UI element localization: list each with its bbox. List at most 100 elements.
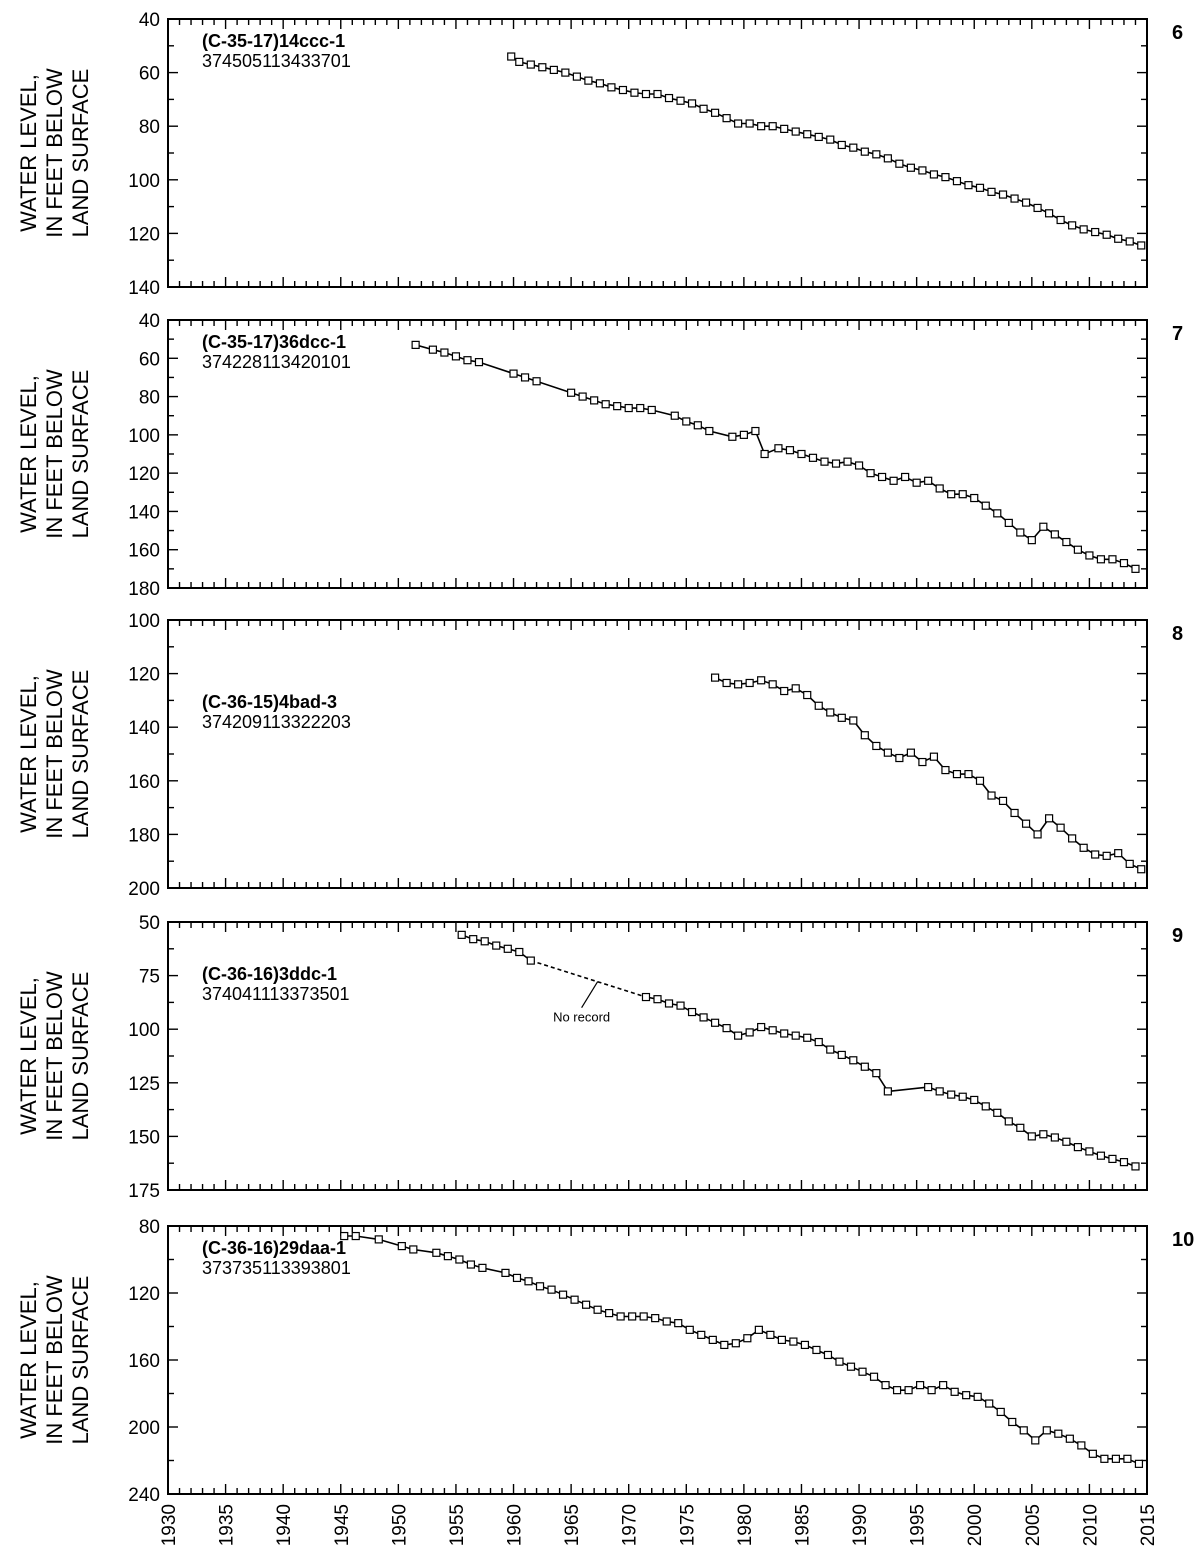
y-tick-label: 75 [139, 967, 160, 988]
data-point [766, 1330, 775, 1339]
y-tick-label: 120 [128, 224, 160, 245]
x-tick-label: 1970 [620, 1504, 641, 1546]
well-id: 374228113420101 [202, 352, 351, 372]
data-point [826, 708, 835, 717]
data-point [618, 85, 628, 95]
data-point [780, 124, 789, 133]
y-axis-label-line: IN FEET BELOW [42, 68, 67, 238]
plot-frame [167, 921, 1148, 1191]
data-point [616, 1312, 625, 1321]
data-point [820, 457, 829, 466]
data-point [1108, 1154, 1117, 1164]
data-point [734, 680, 743, 689]
panel-9: 50 75 100 125 150 175 WATER LEVEL, IN FEET BELO… [16, 913, 1183, 1202]
data-point [547, 1285, 556, 1294]
data-point [803, 1033, 812, 1042]
y-tick-label: 100 [128, 171, 160, 192]
data-point [975, 183, 985, 192]
data-point [699, 1013, 708, 1022]
data-point [1102, 230, 1111, 239]
data-point [895, 159, 904, 168]
data-point [409, 1245, 418, 1254]
data-point [699, 104, 708, 113]
data-point [823, 1350, 833, 1360]
data-point [590, 396, 599, 405]
well-name: (C-36-16)29daa-1 [202, 1238, 346, 1258]
x-tick-label: 1935 [217, 1504, 238, 1546]
data-point [1068, 834, 1077, 843]
data-point [722, 1024, 731, 1033]
data-point [791, 684, 800, 693]
data-point [509, 369, 518, 378]
data-point [1123, 1454, 1132, 1463]
data-point [1004, 1117, 1013, 1126]
data-point [975, 776, 985, 785]
data-point [993, 509, 1002, 518]
data-point [607, 83, 616, 92]
data-point [837, 140, 846, 150]
data-point [1131, 564, 1140, 573]
y-tick-label: 120 [128, 665, 160, 686]
data-point [1125, 237, 1134, 246]
y-tick-label: 40 [139, 10, 160, 31]
data-point [653, 89, 662, 99]
y-axis-label-line: IN FEET BELOW [42, 669, 67, 839]
data-point [639, 1312, 648, 1321]
data-point [1108, 555, 1117, 564]
data-point [584, 76, 593, 85]
data-point [720, 1340, 729, 1350]
data-point [1004, 518, 1013, 528]
data-point [1033, 830, 1042, 839]
panel-number: 6 [1172, 22, 1183, 44]
data-point [935, 1087, 944, 1096]
data-point [743, 1334, 752, 1343]
data-point [710, 1018, 720, 1027]
data-point [1010, 194, 1019, 203]
y-tick-label: 180 [128, 825, 160, 846]
data-point [1016, 1123, 1025, 1132]
data-point [754, 1325, 763, 1334]
data-point [693, 421, 702, 430]
y-axis-label-line: LAND SURFACE [68, 370, 93, 539]
well-name: (C-35-17)14ccc-1 [202, 31, 345, 51]
data-point [935, 484, 944, 493]
x-tick-label: 2005 [1023, 1504, 1044, 1546]
data-point [351, 1231, 360, 1241]
data-point [814, 1037, 823, 1047]
x-tick-label: 1995 [908, 1504, 929, 1546]
data-point [558, 1290, 568, 1299]
data-point [605, 1308, 614, 1318]
data-point [760, 449, 769, 459]
data-point [745, 1028, 754, 1037]
data-point [595, 79, 605, 88]
data-point [962, 1391, 971, 1400]
data-point [503, 944, 512, 953]
y-tick-label: 60 [139, 349, 160, 370]
y-tick-label: 100 [128, 611, 160, 632]
data-point [803, 690, 812, 700]
data-point [791, 127, 800, 136]
data-point [1065, 1434, 1074, 1443]
data-point [789, 1337, 798, 1346]
data-point [676, 96, 685, 105]
data-point [889, 476, 898, 485]
data-point [664, 999, 674, 1008]
y-axis-label-line: WATER LEVEL, [16, 74, 41, 232]
data-point [512, 1273, 522, 1283]
data-point [800, 1340, 810, 1350]
data-point [593, 1305, 602, 1314]
data-point [1131, 1162, 1140, 1171]
data-point [1008, 1417, 1017, 1427]
data-point [526, 956, 535, 965]
data-point [662, 1317, 671, 1326]
data-point [535, 1282, 545, 1291]
data-point [624, 403, 633, 413]
data-point [881, 1381, 890, 1390]
data-point [860, 731, 869, 740]
series-line [714, 676, 1142, 870]
y-tick-label: 100 [128, 1020, 160, 1041]
data-point [835, 1357, 844, 1366]
data-point [647, 405, 656, 415]
y-tick-label: 80 [139, 388, 160, 409]
